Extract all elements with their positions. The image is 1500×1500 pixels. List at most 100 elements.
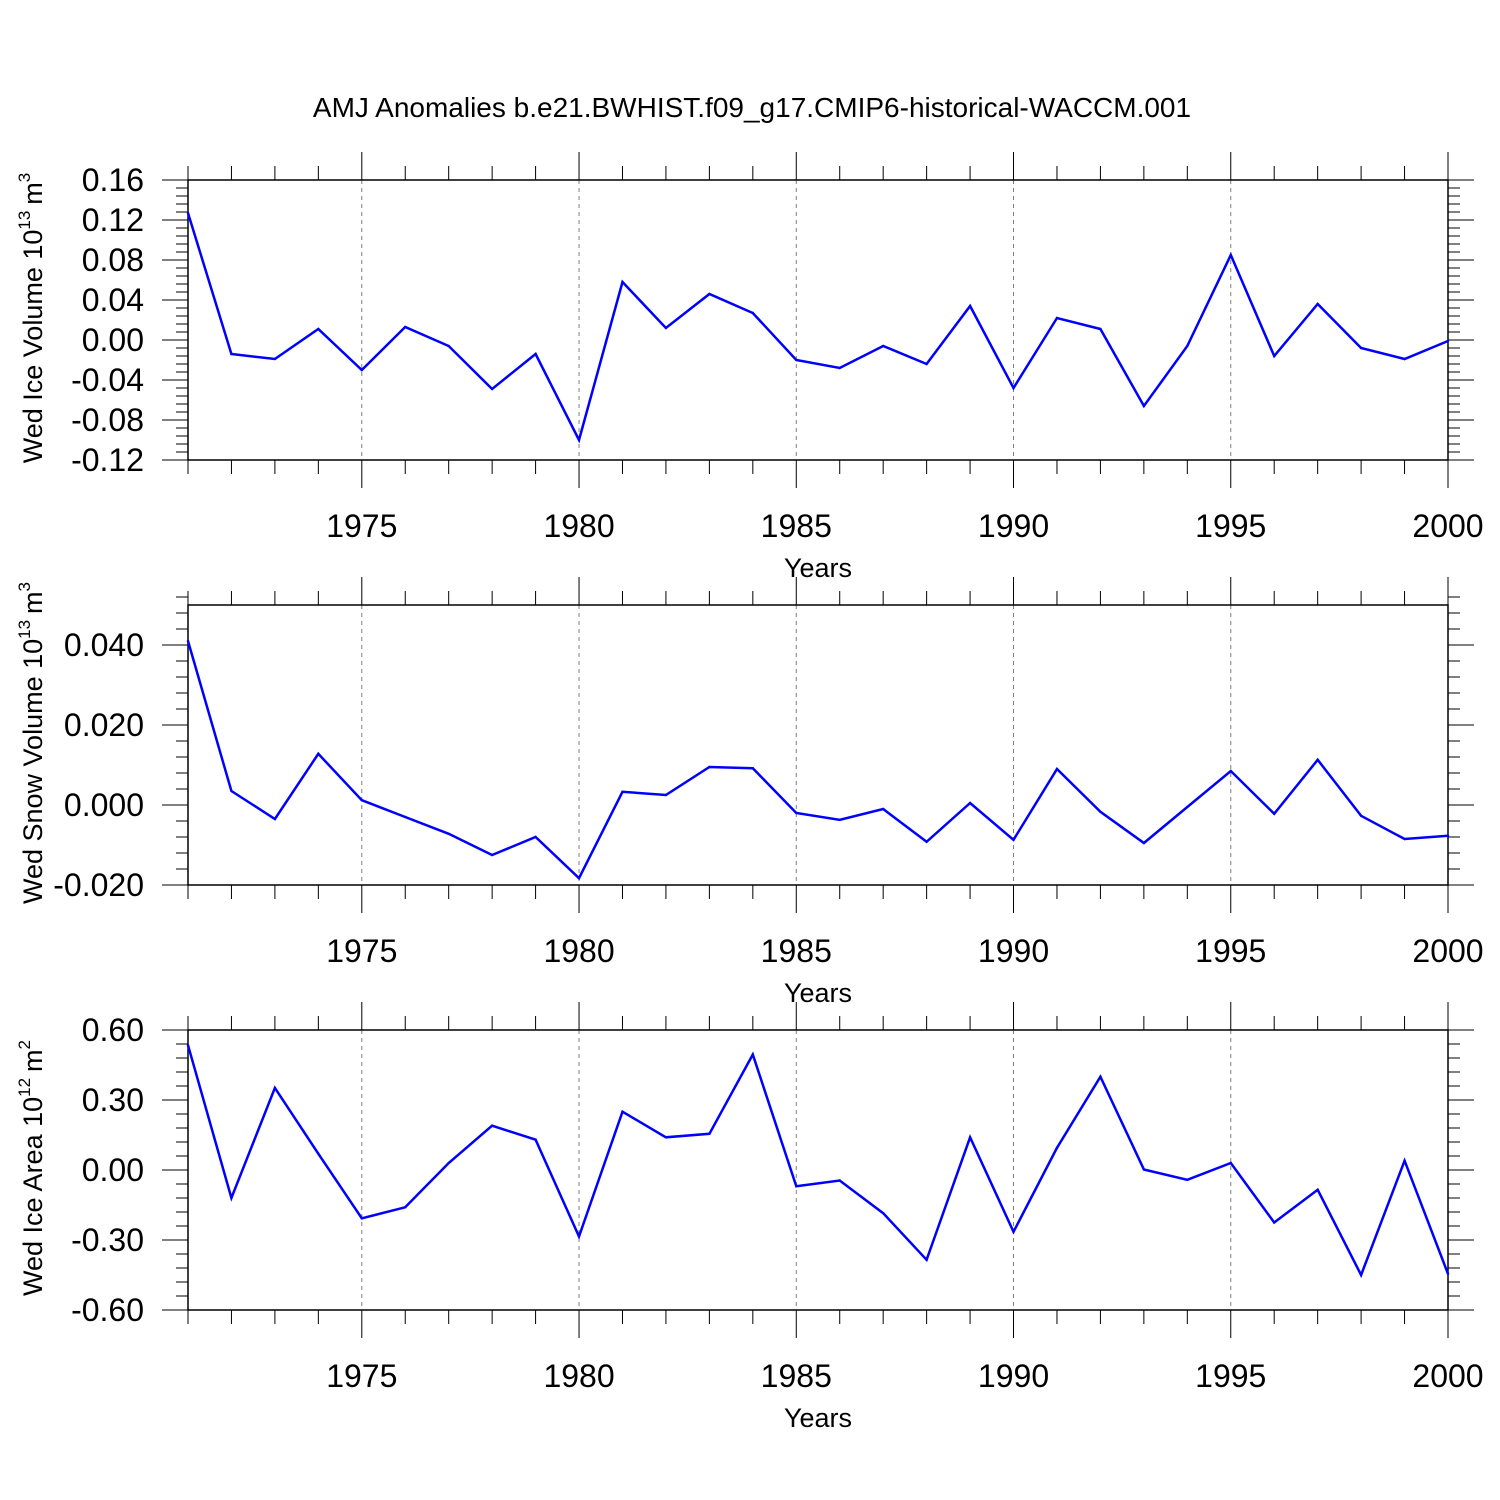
data-point-1986	[838, 366, 841, 370]
y-tick-label: -0.04	[71, 362, 144, 398]
data-point-1998	[1359, 346, 1363, 350]
series-line	[186, 212, 1449, 444]
data-point-1992	[1099, 327, 1102, 331]
x-tick-label: 1980	[543, 508, 614, 544]
y-axis-label-text: Wed Ice Area 10	[18, 1097, 48, 1296]
data-point-1985	[795, 811, 798, 815]
x-tick-label: 1980	[543, 1358, 614, 1394]
data-point-1993	[1142, 404, 1146, 408]
data-point-1992	[1099, 1075, 1102, 1078]
y-tick-label: 0.60	[82, 1012, 144, 1048]
x-tick-label: 1985	[761, 1358, 832, 1394]
data-point-1979	[534, 352, 537, 356]
y-tick-label: 0.020	[64, 707, 144, 743]
data-point-1977	[447, 1161, 450, 1165]
y-tick-label: 0.000	[64, 787, 144, 823]
x-tick-label: 2000	[1412, 933, 1483, 969]
x-tick-label: 1975	[326, 933, 397, 969]
chart-title: AMJ Anomalies b.e21.BWHIST.f09_g17.CMIP6…	[313, 92, 1191, 123]
data-point-1983	[708, 765, 711, 769]
data-point-1994	[1186, 1178, 1189, 1182]
data-point-1982	[664, 326, 668, 330]
data-point-1974	[317, 327, 320, 331]
data-point-1977	[447, 832, 450, 835]
data-point-1975	[360, 1217, 363, 1220]
data-point-1979	[534, 835, 537, 839]
data-point-1981	[621, 790, 624, 793]
data-point-1978	[490, 1124, 494, 1127]
data-point-1973	[273, 357, 277, 361]
y-axis-label-exponent: 12	[15, 1078, 34, 1097]
data-point-1999	[1403, 357, 1406, 361]
data-point-1993	[1142, 841, 1146, 845]
data-point-1987	[881, 1211, 885, 1215]
y-axis-label-exponent: 13	[15, 211, 34, 230]
data-point-1987	[881, 807, 885, 811]
data-point-1972	[230, 352, 233, 356]
data-point-1976	[404, 815, 407, 819]
x-tick-label: 1995	[1195, 1358, 1266, 1394]
data-point-1990	[1012, 838, 1015, 841]
y-axis-label-text: Wed Ice Volume 10	[18, 230, 48, 464]
y-tick-label: -0.12	[71, 442, 144, 478]
data-point-1987	[881, 344, 885, 348]
y-tick-label: -0.60	[71, 1292, 144, 1328]
plot-frame	[187, 604, 1449, 886]
data-point-2000	[1446, 834, 1450, 837]
data-point-1989	[968, 1136, 972, 1139]
data-point-1984	[751, 1053, 755, 1056]
data-point-1998	[1359, 814, 1363, 817]
data-point-1990	[1012, 386, 1015, 390]
data-point-1988	[925, 362, 928, 366]
x-axis-label: Years	[784, 978, 852, 1008]
data-point-1971	[186, 639, 190, 643]
y-tick-label: 0.12	[82, 202, 144, 238]
data-point-1999	[1403, 837, 1406, 841]
y-axis-label-unit-exponent: 3	[15, 582, 34, 591]
x-axis-label: Years	[784, 1403, 852, 1433]
data-point-1971	[186, 1043, 190, 1047]
y-axis-label-unit: m	[18, 1049, 48, 1072]
data-point-1974	[317, 1152, 320, 1155]
y-axis-label: Wed Ice Area 1012 m2	[15, 1040, 48, 1296]
data-point-1994	[1186, 344, 1189, 348]
data-point-1984	[751, 311, 755, 315]
data-point-1974	[317, 752, 320, 755]
data-point-1991	[1055, 1146, 1059, 1150]
y-axis-label-unit: m	[18, 591, 48, 614]
data-point-1976	[404, 325, 407, 329]
data-point-2000	[1446, 339, 1450, 343]
y-axis-label-unit-exponent: 2	[15, 1040, 34, 1049]
y-axis-label: Wed Ice Volume 1013 m3	[15, 173, 48, 464]
x-tick-label: 1975	[326, 1358, 397, 1394]
data-point-1975	[360, 799, 363, 802]
data-point-1997	[1316, 1188, 1319, 1192]
y-tick-label: -0.30	[71, 1222, 144, 1258]
series-line	[186, 640, 1449, 881]
plot-frame	[187, 179, 1449, 461]
data-point-1978	[490, 853, 494, 857]
series-line	[186, 1044, 1450, 1279]
y-tick-label: 0.040	[64, 627, 144, 663]
data-point-1984	[751, 767, 755, 770]
data-point-1988	[925, 1258, 928, 1262]
x-tick-label: 1985	[761, 933, 832, 969]
data-point-1996	[1273, 354, 1276, 358]
x-tick-label: 1995	[1195, 508, 1266, 544]
data-point-1989	[968, 304, 972, 308]
data-point-1973	[273, 817, 277, 821]
x-tick-label: 1990	[978, 508, 1049, 544]
y-tick-label: -0.020	[53, 867, 144, 903]
plot-frame	[187, 1029, 1449, 1311]
data-point-1976	[404, 1206, 407, 1209]
data-point-1997	[1316, 758, 1319, 761]
panel-3: -0.60 -0.30 0.00 0.30 0.60 1975 1980 1985 1990 19…	[15, 1002, 1484, 1433]
x-tick-label: 1995	[1195, 933, 1266, 969]
data-point-1982	[664, 1136, 668, 1139]
data-point-1986	[838, 818, 841, 821]
data-point-1979	[534, 1138, 537, 1141]
y-tick-label: -0.08	[71, 402, 144, 438]
data-point-1992	[1099, 810, 1102, 813]
y-axis-label-text: Wed Snow Volume 10	[18, 639, 48, 904]
y-tick-label: 0.00	[82, 322, 144, 358]
